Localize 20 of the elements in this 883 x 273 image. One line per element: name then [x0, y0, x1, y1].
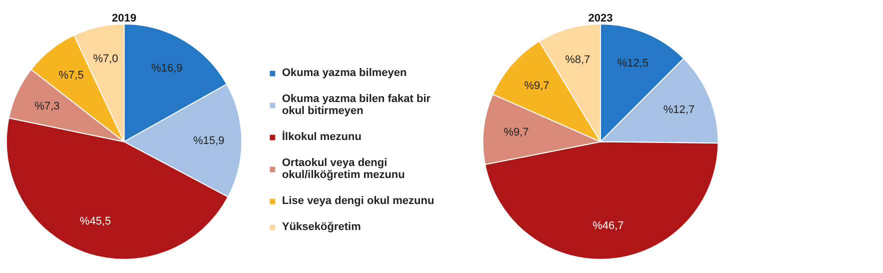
legend-label: İlkokul mezunu — [282, 131, 362, 143]
data-label: %7,0 — [93, 53, 118, 66]
legend-label: Okuma yazma bilmeyen — [282, 67, 407, 79]
data-label: %15,9 — [193, 134, 224, 147]
chart-title: 2019 — [112, 12, 136, 25]
data-label: %45,5 — [80, 215, 112, 228]
data-label: %8,7 — [565, 54, 590, 66]
data-label: %7,3 — [34, 100, 60, 112]
data-label: %9,7 — [524, 80, 550, 92]
data-label: %12,5 — [617, 57, 649, 70]
data-label: %7,5 — [58, 70, 84, 82]
chart-title: 2023 — [588, 12, 613, 25]
legend-label: Okuma yazma bilen fakat bir okul bitirmeyen — [282, 93, 431, 117]
data-label: %9,7 — [504, 126, 529, 138]
data-label: %12,7 — [663, 104, 695, 116]
data-label: %16,9 — [151, 62, 183, 75]
legend-label: Lise veya dengi okul mezunu — [282, 195, 434, 207]
legend-label: Yükseköğretim — [282, 221, 361, 233]
data-label: %46,7 — [592, 220, 624, 232]
legend-label: Ortaokul veya dengi okul/ilköğretim mezunu — [282, 157, 405, 181]
